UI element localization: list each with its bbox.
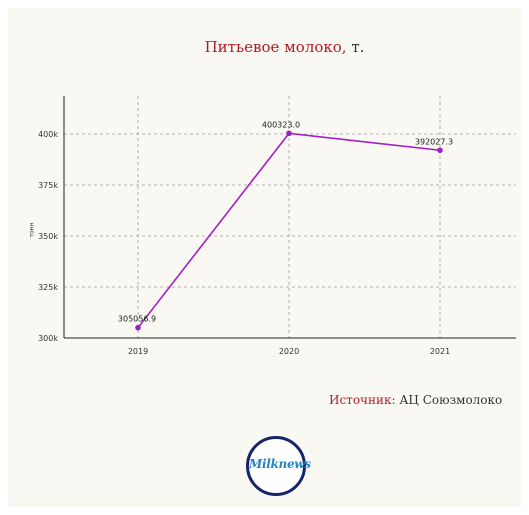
chart-title-main: Питьевое молоко, xyxy=(204,38,347,56)
data-label: 400323.0 xyxy=(262,120,300,129)
y-tick-label: 300k xyxy=(38,334,58,343)
source-note: Источник: АЦ Союзмолоко xyxy=(329,393,502,407)
data-label: 392027.3 xyxy=(415,137,453,146)
line-chart: 300k 325k 350k 375k 400k 2019 2020 2021 305056.… xyxy=(38,96,516,356)
x-tick-label: 2019 xyxy=(128,347,148,356)
y-tick-label: 400k xyxy=(38,130,58,139)
source-value: АЦ Союзмолоко xyxy=(395,393,503,407)
chart-title: Питьевое молоко, т. xyxy=(8,38,529,56)
grid xyxy=(64,96,516,338)
x-tick-label: 2020 xyxy=(279,347,299,356)
y-tick-label: 375k xyxy=(38,181,58,190)
tick-labels: 300k 325k 350k 375k 400k 2019 2020 2021 xyxy=(38,130,450,356)
data-point xyxy=(437,147,443,154)
series xyxy=(135,130,443,331)
chart-title-unit: т. xyxy=(346,38,365,56)
x-tick-label: 2021 xyxy=(430,347,450,356)
data-point xyxy=(135,324,141,331)
source-label: Источник: xyxy=(329,393,396,407)
milknews-logo: Milknews xyxy=(246,436,311,496)
y-tick-label: 325k xyxy=(38,283,58,292)
data-label: 305056.9 xyxy=(118,315,156,324)
data-labels: 305056.9 400323.0 392027.3 xyxy=(118,120,453,323)
data-point xyxy=(286,130,292,137)
chart-card: Питьевое молоко, т. тонн 300k 325k 350k 375… xyxy=(8,8,521,507)
axes xyxy=(63,96,516,339)
logo-text: Milknews xyxy=(249,457,311,471)
y-tick-label: 350k xyxy=(38,232,58,241)
